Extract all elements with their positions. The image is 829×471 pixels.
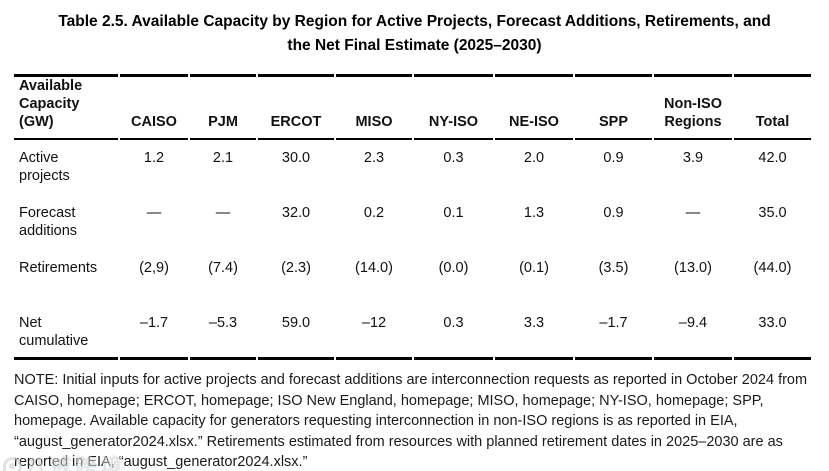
row-label: Net cumulative xyxy=(14,305,118,360)
table-cell: 3.9 xyxy=(682,150,704,166)
column-header-pjm: PJM xyxy=(190,74,256,140)
column-header-total: Total xyxy=(734,74,811,140)
table-title-line2: the Net Final Estimate (2025–2030) xyxy=(287,37,542,54)
column-header-spp: SPP xyxy=(575,74,652,140)
table-cell: 0.1 xyxy=(443,205,464,221)
table-cell: 1.3 xyxy=(523,205,545,221)
table-cell: (2,9) xyxy=(139,260,169,276)
table-cell: 0.3 xyxy=(443,150,464,166)
document-page: Table 2.5. Available Capacity by Region … xyxy=(0,10,829,471)
table-row-forecast-additions: Forecast additions — — 32.0 0.2 0.1 1.3 … xyxy=(14,195,811,250)
table-cell: 2.3 xyxy=(363,150,385,166)
table-row-active-projects: Active projects 1.2 2.1 30.0 2.3 0.3 2.0… xyxy=(14,140,811,195)
table-cell: 0.9 xyxy=(603,205,624,221)
table-cell: 32.0 xyxy=(281,205,311,221)
column-header-miso: MISO xyxy=(336,74,412,140)
table-cell: — xyxy=(685,205,701,221)
column-header-nyiso: NY-ISO xyxy=(414,74,493,140)
table-row-retirements: Retirements (2,9) (7.4) (2.3) (14.0) (0.… xyxy=(14,250,811,305)
table-note: NOTE: Initial inputs for active projects… xyxy=(14,372,808,470)
table-cell: (14.0) xyxy=(355,260,393,276)
table-cell: (44.0) xyxy=(753,260,792,276)
table-cell: –5.3 xyxy=(190,305,256,360)
table-row-net-cumulative: Net cumulative –1.7 –5.3 59.0 –12 0.3 3.… xyxy=(14,305,811,360)
table-cell: 1.2 xyxy=(143,150,165,166)
table-cell: 59.0 xyxy=(258,305,334,360)
table-cell: 0.9 xyxy=(603,150,624,166)
table-cell: –1.7 xyxy=(120,305,188,360)
table-cell: (13.0) xyxy=(674,260,712,276)
table-cell: (7.4) xyxy=(208,260,238,276)
column-header-ercot: ERCOT xyxy=(258,74,334,140)
corner-header: Available Capacity (GW) xyxy=(14,74,118,140)
column-header-neiso: NE-ISO xyxy=(495,74,573,140)
row-label: Retirements xyxy=(19,260,98,276)
table-cell: (3.5) xyxy=(598,260,629,276)
available-capacity-table: Available Capacity (GW) CAISO PJM ERCOT … xyxy=(12,74,813,360)
table-cell: — xyxy=(146,205,162,221)
table-cell: (2.3) xyxy=(281,260,311,276)
row-label: Active projects xyxy=(19,150,70,184)
table-cell: 30.0 xyxy=(281,150,311,166)
column-header-caiso: CAISO xyxy=(120,74,188,140)
table-title-line1: Table 2.5. Available Capacity by Region … xyxy=(58,13,771,30)
column-header-noniso: Non-ISO Regions xyxy=(654,74,732,140)
table-cell: (0.1) xyxy=(519,260,549,276)
table-cell: 3.3 xyxy=(495,305,573,360)
table-cell: 0.3 xyxy=(414,305,493,360)
table-cell: –12 xyxy=(336,305,412,360)
table-cell: –9.4 xyxy=(654,305,732,360)
table-cell: –1.7 xyxy=(575,305,652,360)
header-row: Available Capacity (GW) CAISO PJM ERCOT … xyxy=(14,74,811,140)
row-label: Forecast additions xyxy=(19,205,78,239)
table-cell: 2.1 xyxy=(212,150,234,166)
table-cell: (0.0) xyxy=(438,260,469,276)
table-cell: 33.0 xyxy=(734,305,811,360)
table-cell: 0.2 xyxy=(363,205,385,221)
table-cell: 35.0 xyxy=(758,205,787,221)
table-cell: 42.0 xyxy=(758,150,787,166)
table-cell: — xyxy=(215,205,231,221)
table-title: Table 2.5. Available Capacity by Region … xyxy=(14,10,815,58)
table-cell: 2.0 xyxy=(523,150,545,166)
